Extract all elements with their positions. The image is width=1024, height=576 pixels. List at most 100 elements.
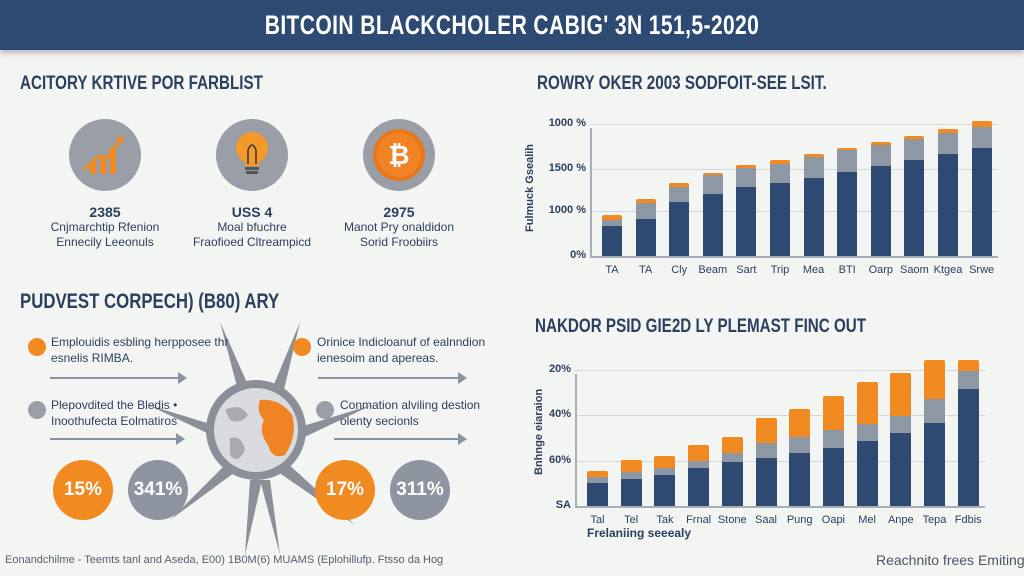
bullet-dot-gray [316, 401, 334, 419]
bar-segment-gray [736, 167, 757, 188]
x-tick-label: Saal [754, 514, 778, 526]
section1-heading: ACITORY KRTIVE POR FARBLIST [20, 73, 263, 94]
y-tick-label: 60% [548, 454, 571, 467]
y-tick-label: 0% [570, 249, 586, 261]
gridline [590, 168, 998, 170]
bar-segment-navy [620, 478, 642, 506]
bar-segment-navy [736, 187, 757, 256]
footer-source: Eonandchilme - Teemts tanl and Aseda, E0… [5, 554, 444, 566]
bar-segment-navy [702, 193, 723, 256]
x-tick-label: Pung [786, 514, 813, 526]
bar-segment-gray [688, 461, 710, 468]
bar-segment-gray [654, 467, 676, 475]
x-tick-label: Oarp [868, 264, 894, 276]
bar-segment-orange [789, 409, 811, 437]
bullet-text-1: Emplouidis esbling herpposee thr esnelis … [51, 334, 228, 366]
bar-segment-orange [688, 444, 710, 462]
bar-segment-navy [803, 178, 824, 256]
bar-segment-navy [870, 166, 891, 256]
stat-number: 2385 [89, 204, 121, 220]
bar-segment-orange [971, 121, 992, 127]
percent-circle: 311% [390, 460, 450, 520]
y-tick-label: 1500 % [548, 161, 586, 174]
bar-segment-orange [721, 436, 743, 453]
bullet-dot-orange [293, 338, 311, 356]
percent-circle: 341% [128, 460, 188, 520]
bar-segment-gray [587, 477, 608, 483]
x-tick-label: TA [638, 264, 653, 276]
bar-segment-gray [870, 145, 891, 167]
bar-segment-navy [971, 147, 992, 256]
bar-segment-navy [789, 452, 811, 506]
bar-segment-gray [856, 424, 878, 441]
chart1-ylabel: Fulmuck Gsealih [524, 143, 536, 232]
x-tick-label: Oapi [821, 514, 846, 526]
bullet-line: Emplouidis esbling herpposee thr [51, 335, 229, 349]
bar-segment-navy [688, 467, 710, 506]
chart1-title: ROWRY OKER 2003 SODFOIT-SEE LSIT. [537, 73, 827, 94]
x-tick-label: Sart [736, 264, 757, 276]
bar-segment-navy [654, 474, 676, 506]
bar-segment-navy [890, 432, 912, 506]
bar-segment-gray [721, 452, 743, 463]
header-banner [0, 0, 1024, 50]
bar-segment-navy [587, 482, 608, 506]
bar-segment-orange [856, 382, 878, 425]
gridline [575, 370, 985, 371]
bullet-text-3: Orinice Indicloanuf of ealnndion ienesoim… [317, 334, 485, 366]
x-tick-label: Srwe [969, 264, 995, 276]
bullet-line: Orinice Indicloanuf of ealnndion [317, 335, 486, 349]
bar-segment-orange [669, 183, 690, 188]
y-axis [590, 128, 592, 256]
bar-segment-gray [669, 187, 690, 202]
bar-segment-navy [822, 447, 844, 506]
globe-hub-diagram [148, 322, 372, 555]
bar-segment-gray [770, 163, 790, 184]
stat-number: 2975 [383, 204, 415, 220]
bar-segment-gray [789, 436, 811, 453]
x-tick-label: Tal [590, 514, 605, 526]
bar-segment-orange [702, 172, 723, 176]
x-tick-label: Mea [802, 264, 825, 276]
bar-segment-gray [620, 472, 642, 479]
bar-segment-navy [904, 159, 925, 256]
stat-label: Moal bfuchre [217, 220, 287, 234]
bar-segment-orange [602, 215, 622, 221]
x-tick-label: Fdbis [954, 514, 982, 526]
stat-3: 2975 Manot Pry onaldidon Sorid Froobiirs [319, 205, 479, 250]
bar-segment-gray [822, 429, 844, 448]
gridline [590, 211, 998, 213]
x-tick-label: Tel [624, 514, 639, 526]
bar-segment-gray [602, 220, 622, 226]
bullet-line: ienesoim and apereas. [317, 351, 439, 365]
bar-segment-navy [856, 440, 878, 506]
x-tick-label: Ktgea [933, 264, 963, 276]
bar-segment-orange [890, 372, 912, 417]
bar-segment-navy [755, 458, 777, 506]
bullet-line: Plepovdited the Bledis • [51, 398, 178, 412]
stat-label: Sorid Froobiirs [359, 235, 439, 249]
bar-segment-navy [837, 171, 858, 256]
bullet-line: olenty secionls [340, 414, 419, 428]
chart2-title: NAKDOR PSID GIE2D LY PLEMAST FINC OUT [535, 316, 867, 337]
percent-circle: 15% [53, 460, 113, 520]
bitcoin-icon: ₿ [363, 119, 435, 191]
bar-segment-navy [924, 423, 945, 506]
bar-segment-gray [803, 157, 824, 179]
bar-segment-orange [822, 395, 844, 430]
bar-segment-navy [938, 154, 958, 256]
page-title: BITCOIN BLACKCHOLER CABIG' 3N 151,5-2020 [264, 10, 760, 40]
stat-number: USS 4 [231, 204, 273, 220]
x-tick-label: Beam [698, 264, 728, 276]
lightbulb-icon [216, 119, 288, 191]
bar-segment-gray [635, 203, 656, 220]
bar-segment-orange [736, 164, 757, 168]
bar-segment-gray [924, 398, 945, 424]
chart2-xlabel: Frelaniing seeealy [587, 526, 692, 540]
gridline [590, 124, 998, 125]
bullet-line: esnelis RIMBA. [51, 351, 134, 365]
bullet-line: Conmation alviling destion [340, 398, 481, 412]
bar-segment-navy [770, 183, 790, 256]
stat-label: Fraofioed Cltreampicd [192, 235, 312, 249]
stat-label: Ennecily Leeonuls [56, 235, 154, 249]
